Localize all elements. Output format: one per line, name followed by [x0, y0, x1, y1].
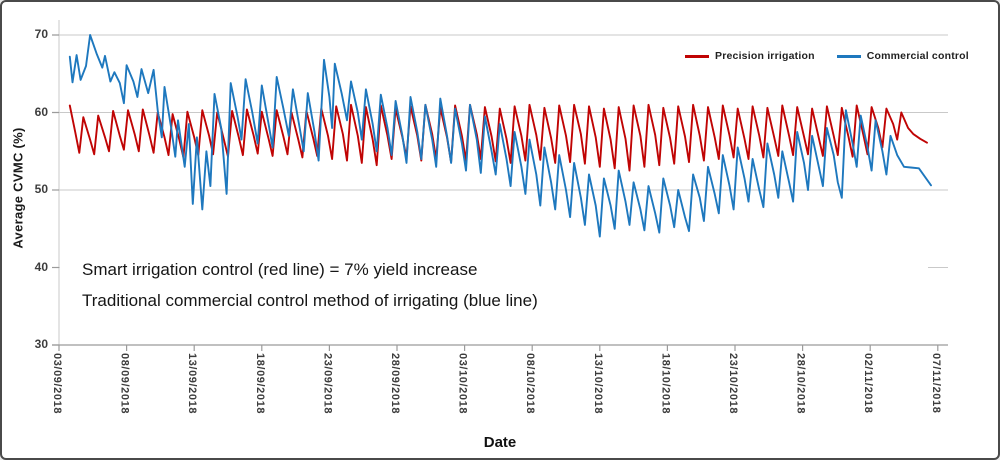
x-tick-label: 18/10/2018	[659, 353, 672, 415]
legend-swatch-commercial-control	[836, 54, 861, 58]
x-tick-label: 08/09/2018	[118, 353, 131, 415]
x-axis-title: Date	[483, 434, 517, 451]
x-tick-label: 02/11/2018	[862, 353, 875, 414]
series-line-commercial-control	[68, 34, 932, 238]
x-tick-label: 03/10/2018	[456, 353, 469, 415]
x-tick-label: 18/09/2018	[253, 353, 266, 415]
legend-swatch-precision-irrigation	[685, 54, 709, 58]
legend-label-commercial-control: Commercial control	[866, 50, 969, 62]
annotation-line-1: Smart irrigation control (red line) = 7%…	[82, 260, 478, 279]
legend: Precision irrigation Commercial control	[685, 50, 969, 62]
x-tick-label: 08/10/2018	[524, 353, 537, 415]
annotation-box: Smart irrigation control (red line) = 7%…	[60, 248, 928, 324]
y-tick-label: 50	[34, 182, 48, 196]
annotation-line-2: Traditional commercial control method of…	[82, 291, 538, 310]
y-tick-label: 60	[34, 104, 48, 119]
y-tick-label: 30	[34, 337, 48, 351]
x-tick-label: 13/09/2018	[186, 353, 199, 415]
x-tick-label: 03/09/2018	[51, 353, 63, 415]
x-tick-label: 07/11/2018	[929, 353, 942, 414]
x-tick-label: 28/09/2018	[389, 353, 401, 415]
y-tick-label: 70	[34, 27, 48, 41]
x-tick-label: 23/09/2018	[321, 353, 334, 415]
y-tick-label: 40	[34, 259, 48, 274]
x-tick-label: 28/10/2018	[794, 353, 807, 415]
x-tick-label: 23/10/2018	[727, 353, 739, 415]
legend-label-precision-irrigation: Precision irrigation	[715, 50, 815, 62]
x-tick-label: 13/10/2018	[591, 353, 604, 415]
